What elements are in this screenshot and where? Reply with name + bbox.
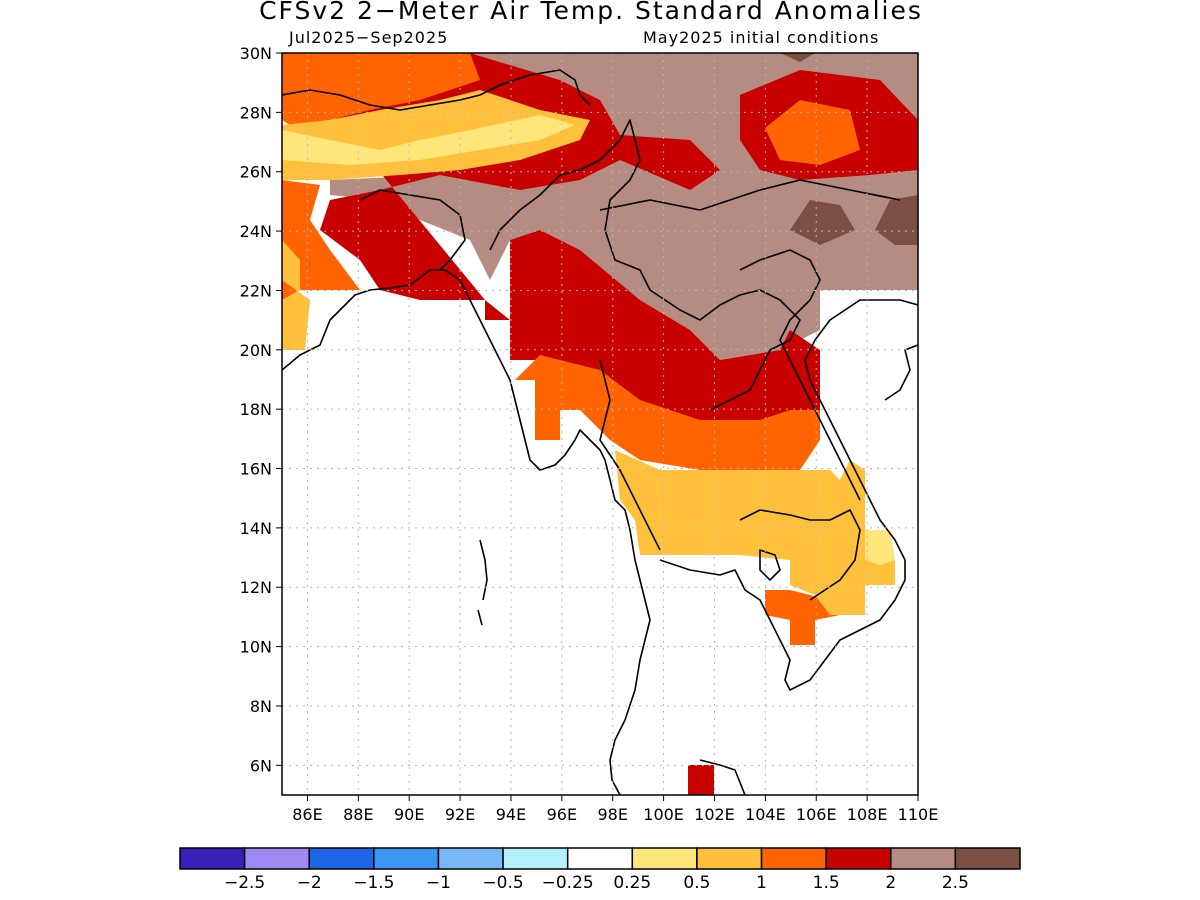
- border-myanmar: [489, 119, 801, 411]
- anomaly-region-0.5-1: [282, 240, 310, 350]
- colorbar-swatch: [760, 847, 827, 870]
- colorbar-label: −1: [426, 873, 451, 893]
- border-thailand: [599, 359, 661, 551]
- colorbar-label: 1: [756, 873, 767, 893]
- border-bangladesh: [359, 189, 466, 271]
- lat-tick-label: 18N: [240, 400, 272, 419]
- border-china: [599, 179, 901, 211]
- colorbar-swatch: [696, 847, 763, 870]
- lat-tick-label: 26N: [240, 163, 272, 182]
- lon-tick-label: 102E: [694, 805, 735, 824]
- gridlines: [282, 53, 918, 795]
- anomaly-region-1-1.5: [282, 180, 360, 300]
- lon-tick-label: 104E: [745, 805, 786, 824]
- lon-tick-label: 90E: [394, 805, 424, 824]
- lon-tick-label: 96E: [547, 805, 577, 824]
- lon-tick-label: 94E: [496, 805, 526, 824]
- colorbar-label: 2.5: [942, 873, 969, 893]
- border-laos-vietnam: [739, 249, 861, 501]
- lat-tick-label: 10N: [240, 638, 272, 657]
- anomaly-region-1-1.5: [515, 355, 820, 480]
- colorbar-swatch: [437, 847, 504, 870]
- lon-tick-label: 98E: [597, 805, 627, 824]
- anomaly-region-1.5-2: [688, 765, 714, 795]
- anomaly-region-0.5-1: [615, 450, 895, 615]
- coastline-andaman-islands: [477, 539, 488, 626]
- colorbar-swatch: [373, 847, 440, 870]
- lat-tick-label: 6N: [250, 756, 272, 775]
- anomaly-region-1-1.5: [282, 53, 480, 125]
- lat-tick-label: 22N: [240, 281, 272, 300]
- lon-tick-label: 100E: [643, 805, 684, 824]
- lat-tick-label: 8N: [250, 697, 272, 716]
- colorbar-swatch: [243, 847, 310, 870]
- lat-tick-label: 16N: [240, 460, 272, 479]
- lon-tick-label: 108E: [847, 805, 888, 824]
- lon-tick-label: 92E: [445, 805, 475, 824]
- anomaly-region-gt-2.5: [780, 53, 815, 62]
- colorbar-swatch: [890, 847, 957, 870]
- lat-tick-label: 20N: [240, 341, 272, 360]
- colorbar-label: −0.25: [542, 873, 594, 893]
- colorbar-label: −1.5: [353, 873, 394, 893]
- anomaly-region-1-1.5: [765, 100, 860, 165]
- initial-conditions: May2025 initial conditions: [643, 28, 880, 47]
- border-cambodia: [739, 509, 861, 601]
- colorbar-swatch: [502, 847, 569, 870]
- colorbar-label: 2: [885, 873, 896, 893]
- colorbar: −2.5 −2 −1.5 −1 −0.5 −0.25 0.25 0.5 1 1.5 2 2.5: [179, 847, 1021, 893]
- border-india-north: [282, 69, 591, 111]
- anomaly-region-gt-2.5: [790, 200, 855, 245]
- lon-tick-label: 88E: [343, 805, 373, 824]
- colorbar-label: −0.5: [482, 873, 523, 893]
- coastline-vietnam-north: [884, 344, 918, 401]
- anomaly-fill: [282, 53, 918, 795]
- colorbar-swatch: [566, 847, 634, 870]
- colorbar-swatch: [954, 847, 1021, 870]
- colorbar-swatch: [825, 847, 892, 870]
- colorbar-swatch: [179, 847, 246, 870]
- colorbar-label: −2.5: [224, 873, 265, 893]
- coastline-gulf-thailand: [659, 299, 918, 691]
- anomaly-region-0.25-0.5: [282, 115, 575, 165]
- forecast-period: Jul2025−Sep2025: [289, 28, 449, 47]
- colorbar-label: 0.5: [683, 873, 710, 893]
- lon-tick-label: 106E: [796, 805, 837, 824]
- lon-tick-label: 86E: [292, 805, 322, 824]
- anomaly-region-gt-2.5: [875, 195, 918, 245]
- coastline-thai-peninsula: [604, 459, 651, 795]
- map-title: CFSv2 2−Meter Air Temp. Standard Anomali…: [259, 0, 923, 25]
- anomaly-region-1-1.5: [765, 590, 840, 645]
- coastline-hainan: [759, 549, 781, 581]
- lat-tick-label: 24N: [240, 222, 272, 241]
- colorbar-swatch: [308, 847, 375, 870]
- colorbar-swatch: [631, 847, 698, 870]
- longitude-axis: 86E 88E 90E 92E 94E 96E 98E 100E 102E 104E 106E 108…: [292, 795, 938, 824]
- colorbar-label: −2: [297, 873, 322, 893]
- lat-tick-label: 28N: [240, 103, 272, 122]
- colorbar-label: 0.25: [613, 873, 651, 893]
- lat-tick-label: 14N: [240, 519, 272, 538]
- latitude-axis: 30N 28N 26N 24N 22N 20N 18N 16N 14N 12N 10N 8N 6N: [240, 44, 282, 775]
- coastline-india-bangladesh: [282, 269, 606, 471]
- coastline-malay-peninsula: [699, 759, 746, 795]
- anomaly-region-0.25-0.5: [865, 530, 895, 565]
- map-frame: [281, 52, 919, 796]
- lat-tick-label: 12N: [240, 578, 272, 597]
- lat-tick-label: 30N: [240, 44, 272, 63]
- lon-tick-label: 110E: [898, 805, 939, 824]
- coastlines-and-borders: [282, 69, 918, 795]
- colorbar-label: 1.5: [813, 873, 840, 893]
